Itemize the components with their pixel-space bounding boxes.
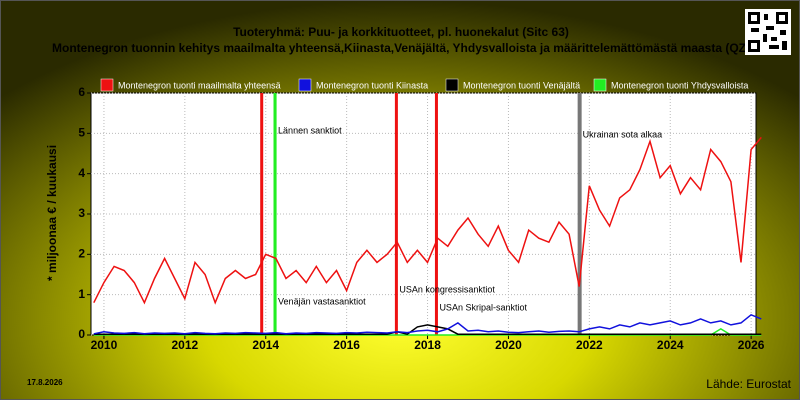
series-line: [93, 328, 762, 336]
x-tick-label: 2020: [495, 338, 522, 352]
x-tick-label: 2010: [91, 338, 118, 352]
x-tick-label: 2026: [738, 338, 765, 352]
source: Lähde: Eurostat: [706, 377, 791, 391]
legend-swatch: [593, 78, 607, 92]
y-tick-label: 2: [78, 247, 85, 261]
x-tick-label: 2018: [414, 338, 441, 352]
event-label: Lännen sanktiot: [278, 125, 342, 135]
y-axis-label: * miljoonaa € / kuukausi: [45, 145, 59, 281]
legend-label: Montenegron tuonti maailmalta yhteensä: [118, 80, 281, 90]
y-tick-label: 1: [78, 287, 85, 301]
event-label: USAn kongressisanktiot: [399, 284, 495, 294]
y-tick-label: 3: [78, 206, 85, 220]
legend-label: Montenegron tuonti Yhdysvalloista: [611, 80, 748, 90]
y-tick-label: 4: [78, 166, 85, 180]
y-tick-label: 0: [78, 327, 85, 341]
series-line: [93, 136, 762, 305]
chart-subtitle: Montenegron tuonnin kehitys maailmalta y…: [52, 41, 750, 55]
event-label: USAn Skripal-sanktiot: [439, 302, 527, 312]
y-tick-label: 6: [78, 85, 85, 99]
x-tick-label: 2024: [657, 338, 684, 352]
legend-swatch: [298, 78, 312, 92]
series-line: [93, 324, 762, 336]
x-tick-label: 2016: [333, 338, 360, 352]
qr-code: [745, 9, 791, 55]
chart-title: Tuoteryhmä: Puu- ja korkkituotteet, pl. …: [233, 25, 569, 39]
legend-label: Montenegron tuonti Kiinasta: [316, 80, 428, 90]
event-label: Venäjän vastasanktiot: [278, 296, 366, 306]
x-tick-label: 2022: [576, 338, 603, 352]
x-tick-label: 2012: [171, 338, 198, 352]
event-label: Ukrainan sota alkaa: [583, 129, 663, 139]
y-tick-label: 5: [78, 126, 85, 140]
legend-swatch: [100, 78, 114, 92]
legend-swatch: [445, 78, 459, 92]
series-line: [93, 313, 762, 335]
x-tick-label: 2014: [252, 338, 279, 352]
legend-label: Montenegron tuonti Venäjältä: [463, 80, 580, 90]
date: 17.8.2026: [27, 378, 63, 387]
